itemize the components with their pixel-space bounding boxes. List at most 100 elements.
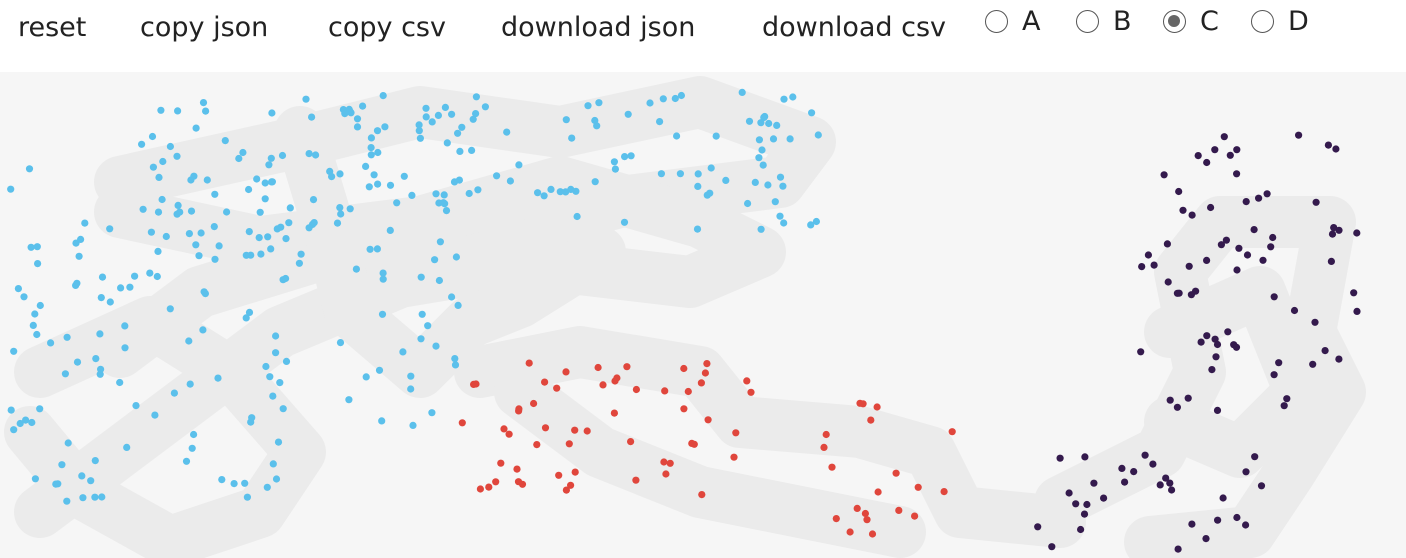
point [533,441,541,449]
point [265,161,273,169]
point [476,485,484,493]
point [1324,141,1332,149]
point [182,457,191,465]
point [1150,261,1158,269]
point [1207,203,1215,212]
point [807,221,815,229]
point [305,150,313,158]
point [738,88,746,96]
radio-button[interactable] [1076,10,1099,33]
point [310,219,318,227]
point [285,219,293,227]
point [808,109,816,117]
point [14,285,22,293]
point [1263,190,1271,198]
copy-csv-button[interactable]: copy csv [328,8,446,48]
point [751,178,759,186]
point [1156,481,1164,489]
point [256,208,264,216]
point [1233,513,1241,522]
point [242,251,250,259]
point [814,131,822,139]
point [373,127,382,135]
radio-label[interactable]: D [1288,6,1309,37]
point [428,409,436,417]
point [98,273,107,281]
point [185,230,193,238]
point [1270,293,1278,301]
radio-button[interactable] [985,10,1008,33]
copy-json-button[interactable]: copy json [140,8,268,48]
point [562,368,570,376]
point [79,494,87,502]
point [472,380,480,388]
point [1283,395,1291,403]
point [743,377,751,385]
point [760,113,768,121]
point [660,458,668,466]
point [373,245,381,253]
point [1188,211,1196,219]
download-json-button[interactable]: download json [501,8,695,48]
stroke [454,326,1086,548]
point [1072,500,1080,508]
point [245,185,253,194]
point [584,102,592,110]
point [553,384,561,392]
point [472,110,480,118]
point [757,225,765,233]
point [623,363,631,371]
point [417,335,425,343]
radio-label[interactable]: B [1113,6,1132,37]
point [91,493,99,501]
drawing-canvas[interactable] [0,72,1406,558]
point [245,228,253,236]
point [1220,133,1228,141]
point [1332,145,1340,153]
point [443,139,451,147]
point [744,199,752,208]
point [375,366,384,374]
point [911,512,919,520]
point [1232,343,1241,351]
point [1242,468,1250,476]
point [409,421,417,429]
point [328,173,336,181]
point [272,349,280,357]
point [853,504,861,512]
point [1353,229,1361,237]
point [337,210,345,218]
reset-button[interactable]: reset [18,8,86,48]
point [555,471,563,479]
point [146,269,154,277]
point [571,426,579,434]
point [346,205,354,213]
radio-label[interactable]: C [1200,6,1219,37]
point [257,250,265,258]
point [610,158,619,166]
point [541,424,550,432]
point [58,461,66,469]
point [1267,243,1275,251]
point [506,177,514,185]
point [434,111,442,119]
radio-button[interactable] [1251,10,1274,33]
point [1081,453,1089,461]
point [1353,307,1361,315]
point [541,378,549,386]
point [273,225,281,233]
radio-label[interactable]: A [1022,6,1041,37]
download-csv-button[interactable]: download csv [762,8,946,48]
point [1203,256,1211,264]
point [684,387,692,396]
point [1173,289,1181,297]
point [769,135,778,143]
point [417,273,425,281]
radio-button[interactable] [1163,10,1186,33]
point [780,219,788,227]
point [121,322,129,330]
point [657,170,666,178]
point [16,419,24,428]
point [1130,468,1138,476]
point [1335,226,1343,234]
